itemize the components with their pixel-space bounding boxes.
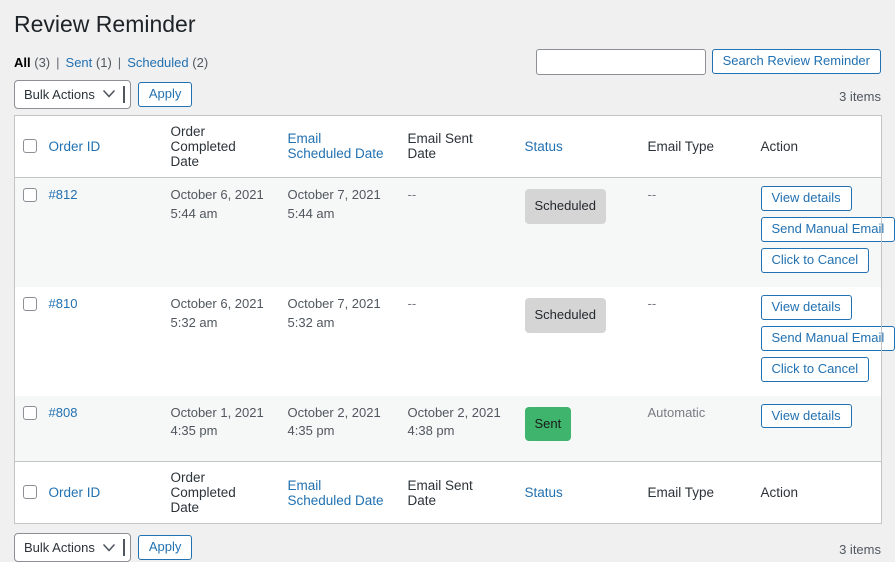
filter-scheduled[interactable]: Scheduled (2) bbox=[127, 55, 208, 70]
view-details-button[interactable]: View details bbox=[761, 295, 852, 320]
status-badge: Scheduled bbox=[525, 298, 606, 333]
select-scrollbar bbox=[123, 86, 125, 103]
column-footer-email-scheduled-date: Email Scheduled Date bbox=[278, 462, 398, 524]
filter-all[interactable]: All (3) bbox=[14, 55, 50, 70]
search-input[interactable] bbox=[536, 49, 706, 75]
email-type: Automatic bbox=[638, 396, 751, 462]
row-checkbox[interactable] bbox=[23, 297, 37, 311]
table-footer-row: Order ID Order Completed Date Email Sche… bbox=[15, 462, 882, 524]
email-scheduled-date: October 7, 2021 5:32 am bbox=[278, 287, 398, 396]
apply-button[interactable]: Apply bbox=[138, 535, 193, 560]
column-footer-action: Action bbox=[751, 462, 882, 524]
table-row-810: #810 October 6, 2021 5:32 am October 7, … bbox=[15, 287, 882, 396]
bulk-actions-bottom: Bulk Actions Apply bbox=[14, 533, 192, 562]
search-form: Search Review Reminder bbox=[536, 49, 881, 75]
chevron-down-icon bbox=[103, 544, 115, 552]
column-header-action: Action bbox=[751, 115, 882, 177]
click-to-cancel-button[interactable]: Click to Cancel bbox=[761, 248, 870, 273]
column-header-status: Status bbox=[515, 115, 638, 177]
filter-sent[interactable]: Sent (1) bbox=[66, 55, 112, 70]
email-sent-date: -- bbox=[398, 177, 515, 286]
order-completed-date: October 6, 2021 5:32 am bbox=[161, 287, 278, 396]
status-badge: Scheduled bbox=[525, 189, 606, 224]
review-reminder-table: Order ID Order Completed Date Email Sche… bbox=[14, 115, 882, 524]
order-id-link[interactable]: #810 bbox=[49, 296, 78, 311]
column-footer-order-completed-date: Order Completed Date bbox=[161, 462, 278, 524]
email-sent-date: -- bbox=[398, 287, 515, 396]
select-scrollbar bbox=[123, 539, 125, 556]
chevron-down-icon bbox=[103, 90, 115, 98]
items-count-bottom: 3 items bbox=[839, 542, 881, 562]
items-count-top: 3 items bbox=[839, 89, 881, 109]
search-button[interactable]: Search Review Reminder bbox=[712, 49, 881, 74]
email-type: -- bbox=[638, 177, 751, 286]
order-completed-date: October 1, 2021 4:35 pm bbox=[161, 396, 278, 462]
table-row-812: #812 October 6, 2021 5:44 am October 7, … bbox=[15, 177, 882, 286]
filters-and-search-row: All (3) | Sent (1) | Scheduled (2) Searc… bbox=[14, 49, 881, 75]
status-badge: Sent bbox=[525, 407, 572, 442]
email-scheduled-date: October 7, 2021 5:44 am bbox=[278, 177, 398, 286]
table-header-row: Order ID Order Completed Date Email Sche… bbox=[15, 115, 882, 177]
bulk-actions-select[interactable]: Bulk Actions bbox=[14, 80, 131, 109]
bulk-actions-top: Bulk Actions Apply bbox=[14, 80, 192, 109]
column-footer-status: Status bbox=[515, 462, 638, 524]
column-footer-email-sent-date: Email Sent Date bbox=[398, 462, 515, 524]
bulk-actions-selected-value: Bulk Actions bbox=[24, 540, 95, 555]
order-id-link[interactable]: #808 bbox=[49, 405, 78, 420]
view-details-button[interactable]: View details bbox=[761, 186, 852, 211]
row-checkbox[interactable] bbox=[23, 188, 37, 202]
column-header-email-type: Email Type bbox=[638, 115, 751, 177]
select-all-checkbox[interactable] bbox=[23, 139, 37, 153]
filter-separator: | bbox=[118, 55, 121, 70]
order-completed-date: October 6, 2021 5:44 am bbox=[161, 177, 278, 286]
email-type: -- bbox=[638, 287, 751, 396]
bulk-actions-select[interactable]: Bulk Actions bbox=[14, 533, 131, 562]
column-header-email-scheduled-date: Email Scheduled Date bbox=[278, 115, 398, 177]
page-title: Review Reminder bbox=[14, 10, 881, 40]
column-header-order-id: Order ID bbox=[39, 115, 161, 177]
send-manual-email-button[interactable]: Send Manual Email bbox=[761, 217, 895, 242]
order-id-link[interactable]: #812 bbox=[49, 187, 78, 202]
bulk-actions-selected-value: Bulk Actions bbox=[24, 87, 95, 102]
column-footer-order-id: Order ID bbox=[39, 462, 161, 524]
table-row-808: #808 October 1, 2021 4:35 pm October 2, … bbox=[15, 396, 882, 462]
email-sent-date: October 2, 2021 4:38 pm bbox=[398, 396, 515, 462]
click-to-cancel-button[interactable]: Click to Cancel bbox=[761, 357, 870, 382]
column-header-order-completed-date: Order Completed Date bbox=[161, 115, 278, 177]
email-scheduled-date: October 2, 2021 4:35 pm bbox=[278, 396, 398, 462]
tablenav-top: Bulk Actions Apply 3 items bbox=[14, 80, 881, 109]
column-header-email-sent-date: Email Sent Date bbox=[398, 115, 515, 177]
select-all-checkbox[interactable] bbox=[23, 485, 37, 499]
view-details-button[interactable]: View details bbox=[761, 404, 852, 429]
apply-button[interactable]: Apply bbox=[138, 82, 193, 107]
send-manual-email-button[interactable]: Send Manual Email bbox=[761, 326, 895, 351]
tablenav-bottom: Bulk Actions Apply 3 items bbox=[14, 533, 881, 562]
filter-separator: | bbox=[56, 55, 59, 70]
status-filters: All (3) | Sent (1) | Scheduled (2) bbox=[14, 55, 208, 70]
column-footer-email-type: Email Type bbox=[638, 462, 751, 524]
row-checkbox[interactable] bbox=[23, 406, 37, 420]
